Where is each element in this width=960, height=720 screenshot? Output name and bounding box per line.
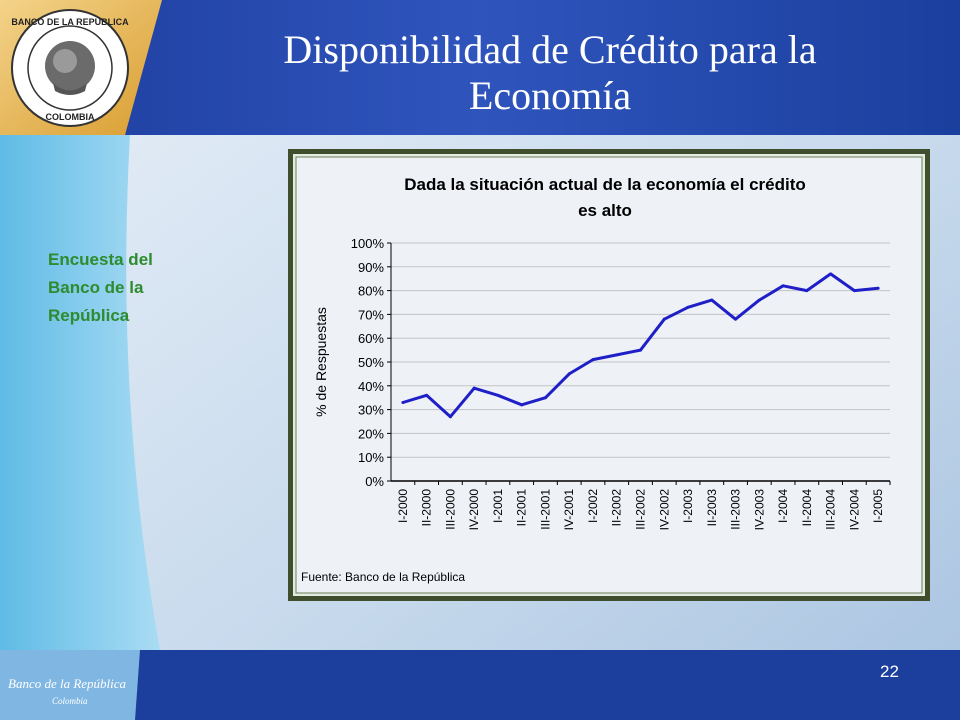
footer-bank-logo: Banco de la República Colombia xyxy=(8,676,127,706)
x-tick-label: III-2003 xyxy=(729,489,743,530)
data-point xyxy=(639,348,642,352)
x-tick-label: I-2000 xyxy=(396,489,410,523)
y-tick-label: 50% xyxy=(358,355,384,370)
data-point xyxy=(567,372,571,376)
x-tick-label: III-2002 xyxy=(634,489,648,530)
data-point xyxy=(876,286,880,290)
x-tick-label: I-2005 xyxy=(871,489,885,523)
data-point xyxy=(757,298,761,302)
x-tick-label: IV-2002 xyxy=(657,489,671,531)
side-text-line-3: República xyxy=(48,306,130,325)
data-point xyxy=(734,317,738,321)
data-point xyxy=(781,284,785,288)
x-tick-label: I-2002 xyxy=(586,489,600,523)
y-tick-label: 70% xyxy=(358,307,384,322)
y-tick-label: 60% xyxy=(358,331,384,346)
data-point xyxy=(710,298,714,302)
data-point xyxy=(448,415,452,419)
y-axis-label: % de Respuestas xyxy=(313,307,329,417)
x-tick-label: II-2002 xyxy=(610,489,624,527)
x-tick-label: IV-2000 xyxy=(467,489,481,531)
data-point xyxy=(425,393,429,397)
data-point xyxy=(805,289,809,293)
x-tick-label: III-2000 xyxy=(443,489,457,530)
line-chart: 0% 10% 20% 30% 40% 50% 60% 70% 80% 90% 100% I-2000… xyxy=(288,149,930,601)
svg-text:Colombia: Colombia xyxy=(52,696,88,706)
x-tick-label: III-2004 xyxy=(824,489,838,530)
data-point xyxy=(829,272,833,276)
side-text-line-2: Banco de la xyxy=(48,278,144,297)
source-note: Fuente: Banco de la República xyxy=(301,570,465,584)
y-tick-label: 20% xyxy=(358,426,384,441)
x-tick-label: I-2004 xyxy=(776,489,790,523)
y-tick-label: 0% xyxy=(365,474,384,489)
page-number: 22 xyxy=(880,662,899,681)
data-point xyxy=(543,396,547,400)
slide-title-line-1: Disponibilidad de Crédito para la xyxy=(283,27,817,72)
x-tick-label: IV-2003 xyxy=(752,489,766,531)
seal-text-bottom: COLOMBIA xyxy=(46,112,95,122)
x-tick-label: IV-2001 xyxy=(562,489,576,531)
data-point xyxy=(662,317,666,321)
slide-title-line-2: Economía xyxy=(468,73,632,118)
x-tick-label: III-2001 xyxy=(538,489,552,530)
side-text-line-1: Encuesta del xyxy=(48,250,153,269)
data-point xyxy=(686,305,690,309)
x-tick-label: IV-2004 xyxy=(847,489,861,531)
seal-text-top: BANCO DE LA REPUBLICA xyxy=(11,17,129,27)
y-tick-label: 100% xyxy=(351,236,385,251)
y-tick-label: 10% xyxy=(358,450,384,465)
y-tick-label: 80% xyxy=(358,284,384,299)
x-tick-label: II-2003 xyxy=(705,489,719,527)
chart-title-line-1: Dada la situación actual de la economía … xyxy=(404,175,806,194)
y-tick-label: 40% xyxy=(358,379,384,394)
x-tick-label: II-2004 xyxy=(800,489,814,527)
data-point xyxy=(591,358,595,362)
svg-text:Banco de la República: Banco de la República xyxy=(8,676,127,691)
x-tick-label: I-2001 xyxy=(491,489,505,523)
data-point xyxy=(472,386,476,390)
y-tick-label: 90% xyxy=(358,260,384,275)
x-tick-label: II-2001 xyxy=(515,489,529,527)
bank-seal-logo: BANCO DE LA REPUBLICA COLOMBIA xyxy=(11,9,129,127)
x-tick-label: II-2000 xyxy=(420,489,434,527)
data-point xyxy=(852,289,856,293)
data-point xyxy=(401,400,405,404)
data-point xyxy=(520,403,524,407)
data-point xyxy=(496,393,500,397)
y-tick-label: 30% xyxy=(358,403,384,418)
x-tick-label: I-2003 xyxy=(681,489,695,523)
data-point xyxy=(615,353,619,357)
chart-title-line-2: es alto xyxy=(578,201,632,220)
